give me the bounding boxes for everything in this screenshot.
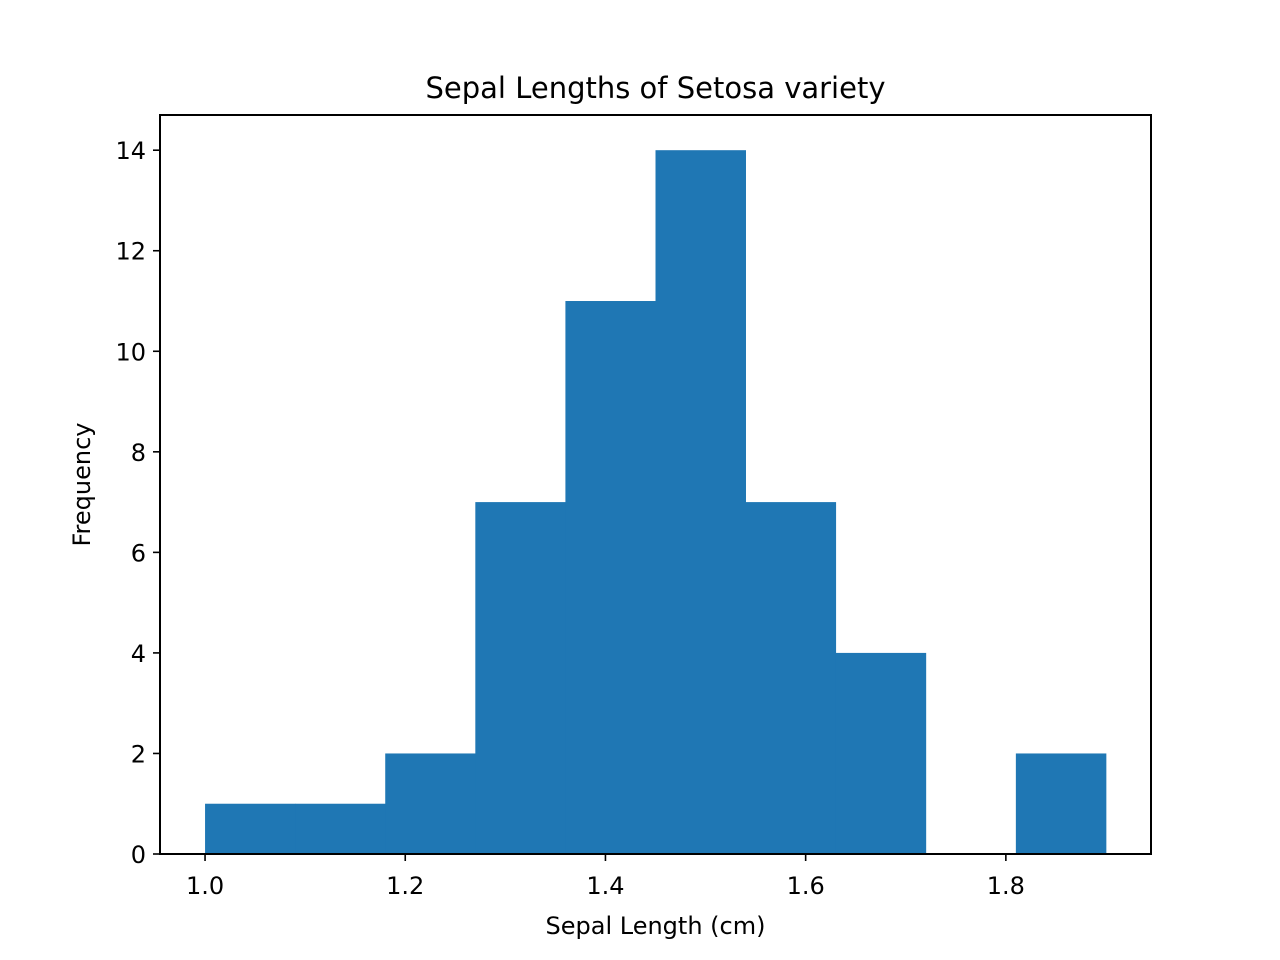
histogram-bar-9	[1015, 753, 1107, 854]
histogram-bar-6	[745, 502, 837, 854]
y-axis-label: Frequency	[68, 423, 96, 547]
y-tick-label: 10	[115, 338, 146, 366]
chart-title: Sepal Lengths of Setosa variety	[426, 71, 886, 105]
histogram-bar-1	[295, 803, 386, 854]
x-tick-label: 1.0	[186, 872, 224, 900]
x-tick-label: 1.4	[586, 872, 624, 900]
y-tick-label: 2	[131, 740, 146, 768]
plot-frame	[159, 114, 1152, 855]
histogram-bar-4	[565, 301, 656, 854]
histogram-bar-2	[385, 753, 476, 854]
y-tick-label: 8	[131, 439, 146, 467]
y-tick-label: 0	[131, 841, 146, 869]
x-tick-label: 1.2	[386, 872, 424, 900]
x-tick-label: 1.6	[787, 872, 825, 900]
histogram-bar-0	[205, 803, 296, 854]
y-tick-label: 12	[115, 238, 146, 266]
x-tick-label: 1.8	[987, 872, 1025, 900]
y-tick-label: 6	[131, 539, 146, 567]
x-axis: 1.0 1.2 1.4 1.6 1.8	[186, 854, 1025, 900]
y-tick-label: 4	[131, 640, 146, 668]
x-axis-label: Sepal Length (cm)	[546, 912, 766, 940]
y-axis: 0 2 4 6 8 10 12 14	[115, 137, 160, 869]
histogram-bar-7	[835, 652, 927, 854]
y-tick-label: 14	[115, 137, 146, 165]
histogram-bars	[205, 150, 1107, 854]
histogram-bar-3	[475, 502, 566, 854]
histogram-bar-5	[655, 150, 746, 854]
